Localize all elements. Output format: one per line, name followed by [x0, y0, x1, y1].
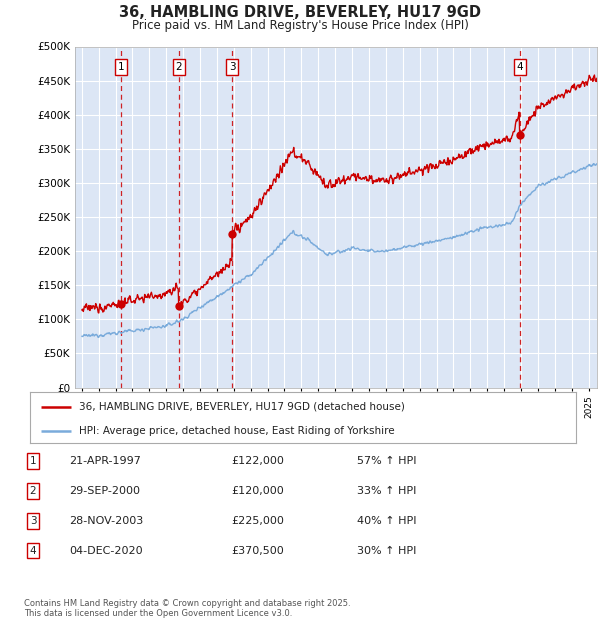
- Text: £225,000: £225,000: [231, 516, 284, 526]
- Text: 36, HAMBLING DRIVE, BEVERLEY, HU17 9GD (detached house): 36, HAMBLING DRIVE, BEVERLEY, HU17 9GD (…: [79, 402, 405, 412]
- Text: 4: 4: [517, 62, 523, 72]
- Text: 1: 1: [29, 456, 37, 466]
- Text: 40% ↑ HPI: 40% ↑ HPI: [357, 516, 416, 526]
- Text: £120,000: £120,000: [231, 486, 284, 496]
- Text: £370,500: £370,500: [231, 546, 284, 556]
- Text: 29-SEP-2000: 29-SEP-2000: [69, 486, 140, 496]
- Text: 3: 3: [29, 516, 37, 526]
- Text: 2: 2: [176, 62, 182, 72]
- Text: 21-APR-1997: 21-APR-1997: [69, 456, 141, 466]
- Text: 04-DEC-2020: 04-DEC-2020: [69, 546, 143, 556]
- Text: 1: 1: [118, 62, 124, 72]
- Text: 2: 2: [29, 486, 37, 496]
- Text: 3: 3: [229, 62, 236, 72]
- Text: 36, HAMBLING DRIVE, BEVERLEY, HU17 9GD: 36, HAMBLING DRIVE, BEVERLEY, HU17 9GD: [119, 5, 481, 20]
- Text: 28-NOV-2003: 28-NOV-2003: [69, 516, 143, 526]
- Text: 57% ↑ HPI: 57% ↑ HPI: [357, 456, 416, 466]
- Text: 30% ↑ HPI: 30% ↑ HPI: [357, 546, 416, 556]
- Text: 4: 4: [29, 546, 37, 556]
- Text: This data is licensed under the Open Government Licence v3.0.: This data is licensed under the Open Gov…: [24, 608, 292, 618]
- Text: Price paid vs. HM Land Registry's House Price Index (HPI): Price paid vs. HM Land Registry's House …: [131, 19, 469, 32]
- Text: HPI: Average price, detached house, East Riding of Yorkshire: HPI: Average price, detached house, East…: [79, 425, 395, 436]
- Text: £122,000: £122,000: [231, 456, 284, 466]
- Text: Contains HM Land Registry data © Crown copyright and database right 2025.: Contains HM Land Registry data © Crown c…: [24, 598, 350, 608]
- Text: 33% ↑ HPI: 33% ↑ HPI: [357, 486, 416, 496]
